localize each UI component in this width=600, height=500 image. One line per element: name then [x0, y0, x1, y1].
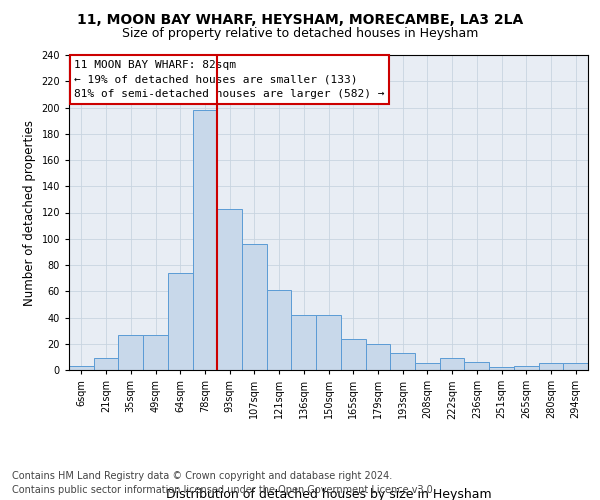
Bar: [365, 344, 390, 370]
Bar: [464, 362, 489, 370]
Bar: [341, 338, 365, 370]
Bar: [143, 334, 168, 370]
Bar: [267, 290, 292, 370]
Text: 11, MOON BAY WHARF, HEYSHAM, MORECAMBE, LA3 2LA: 11, MOON BAY WHARF, HEYSHAM, MORECAMBE, …: [77, 12, 523, 26]
Bar: [193, 110, 217, 370]
Bar: [316, 315, 341, 370]
Bar: [168, 273, 193, 370]
Bar: [292, 315, 316, 370]
Bar: [242, 244, 267, 370]
Bar: [440, 358, 464, 370]
Bar: [69, 366, 94, 370]
Bar: [514, 366, 539, 370]
Bar: [563, 364, 588, 370]
Bar: [489, 368, 514, 370]
Y-axis label: Number of detached properties: Number of detached properties: [23, 120, 36, 306]
Text: Contains HM Land Registry data © Crown copyright and database right 2024.
Contai: Contains HM Land Registry data © Crown c…: [12, 471, 436, 495]
Bar: [415, 364, 440, 370]
Bar: [217, 208, 242, 370]
Text: 11 MOON BAY WHARF: 82sqm
← 19% of detached houses are smaller (133)
81% of semi-: 11 MOON BAY WHARF: 82sqm ← 19% of detach…: [74, 60, 385, 100]
X-axis label: Distribution of detached houses by size in Heysham: Distribution of detached houses by size …: [166, 488, 491, 500]
Bar: [539, 364, 563, 370]
Bar: [390, 353, 415, 370]
Bar: [94, 358, 118, 370]
Bar: [118, 334, 143, 370]
Text: Size of property relative to detached houses in Heysham: Size of property relative to detached ho…: [122, 28, 478, 40]
